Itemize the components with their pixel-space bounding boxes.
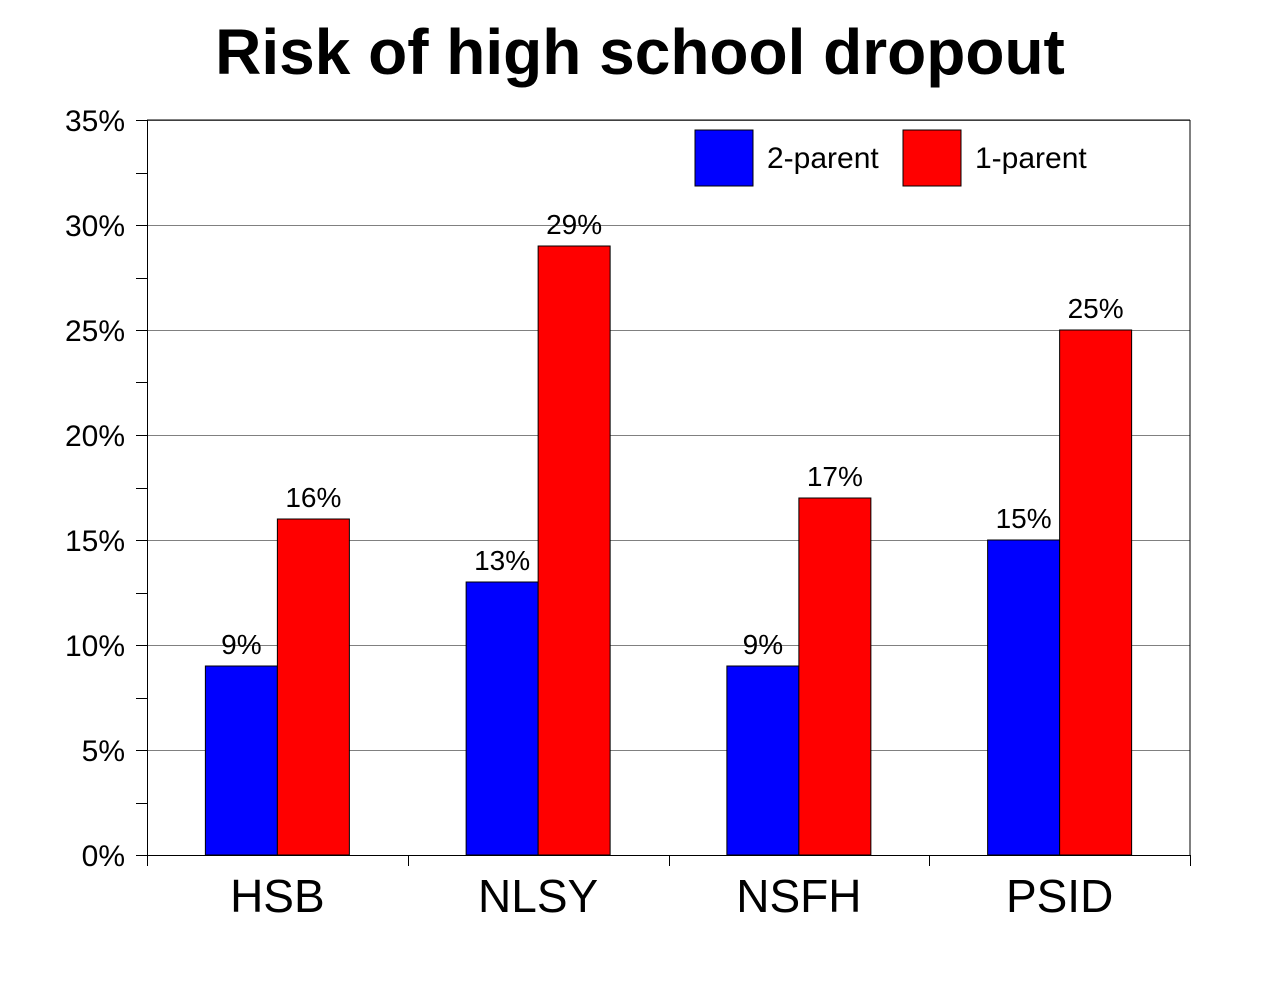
bar-2-parent-HSB [204, 665, 278, 856]
bar-2-parent-NSFH [726, 665, 800, 856]
legend: 2-parent 1-parent [694, 129, 1087, 187]
data-label: 25% [1068, 293, 1124, 324]
data-label: 9% [743, 629, 783, 660]
data-label: 17% [807, 461, 863, 492]
data-label: 16% [285, 482, 341, 513]
y-tick-label: 20% [65, 420, 125, 453]
legend-label: 2-parent [767, 142, 879, 175]
data-label: 13% [474, 545, 530, 576]
bar-2-parent-NLSY [465, 581, 539, 856]
x-category-label: NLSY [478, 870, 598, 922]
x-category-label: NSFH [736, 870, 861, 922]
bar-1-parent-NSFH [798, 497, 872, 856]
bar-2-parent-PSID [987, 539, 1061, 856]
y-tick-label: 5% [82, 735, 125, 768]
y-tick-label: 0% [82, 840, 125, 873]
data-label: 9% [221, 629, 261, 660]
axes [136, 119, 1191, 866]
x-category-label: HSB [230, 870, 325, 922]
bar-1-parent-NLSY [537, 245, 611, 856]
legend-swatch [694, 129, 754, 187]
data-label: 15% [996, 503, 1052, 534]
y-tick-label: 35% [65, 105, 125, 138]
x-category-label: PSID [1006, 870, 1113, 922]
labels: 0% 5% 10% 15% 20% 25% 30% 35% 9% 16% HSB 13% 29% NLSY… [65, 105, 1124, 922]
chart-title: Risk of high school dropout [215, 16, 1065, 88]
bar-1-parent-PSID [1059, 329, 1133, 856]
bar-1-parent-HSB [276, 518, 350, 856]
bars [204, 245, 1133, 856]
data-label: 29% [546, 209, 602, 240]
legend-swatch [902, 129, 962, 187]
y-tick-label: 10% [65, 630, 125, 663]
y-tick-label: 15% [65, 525, 125, 558]
y-tick-label: 30% [65, 210, 125, 243]
legend-label: 1-parent [975, 142, 1087, 175]
y-tick-label: 25% [65, 315, 125, 348]
